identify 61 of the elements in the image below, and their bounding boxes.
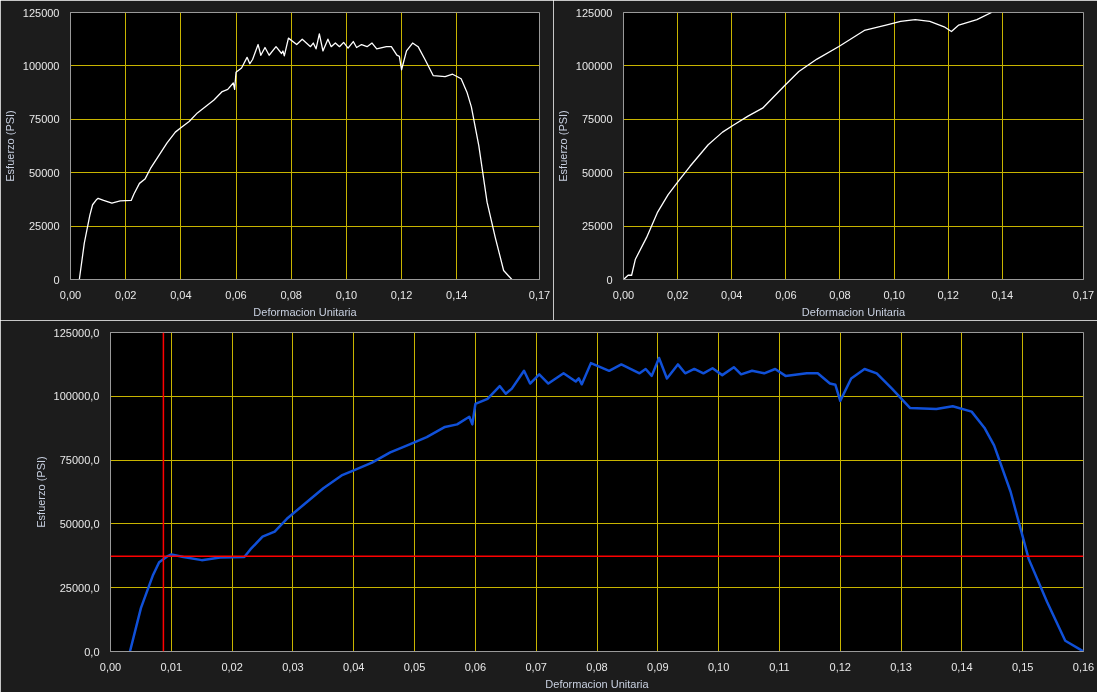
x-tick-label: 0,14 [446, 288, 468, 301]
y-tick-label: 100000 [22, 59, 60, 72]
x-tick-label: 0,10 [883, 288, 905, 301]
x-tick-label: 0,00 [99, 660, 122, 673]
x-tick-label: 0,03 [282, 660, 304, 673]
y-tick-label: 125000 [575, 6, 613, 19]
y-axis-title: Esfuerzo (PSI) [34, 456, 47, 528]
x-tick-label: 0,10 [335, 288, 358, 301]
y-tick-label: 75000 [28, 113, 60, 126]
x-tick-label: 0,07 [525, 660, 547, 673]
x-axis-title: Deformacion Unitaria [801, 305, 907, 318]
x-tick-label: 0,12 [937, 288, 959, 301]
x-tick-label: 0,14 [991, 288, 1014, 301]
y-tick-label: 75000 [581, 113, 613, 126]
y-tick-label: 25000,0 [59, 581, 100, 594]
x-tick-label: 0,11 [769, 660, 790, 673]
x-tick-label: 0,06 [464, 660, 487, 673]
x-tick-label: 0,12 [390, 288, 413, 301]
x-tick-label: 0,17 [1072, 288, 1095, 301]
y-tick-label: 50000,0 [59, 517, 100, 530]
x-tick-label: 0,02 [666, 288, 689, 301]
y-tick-label: 125000,0 [53, 326, 100, 339]
x-tick-label: 0,09 [647, 660, 669, 673]
y-tick-label: 25000 [28, 220, 60, 233]
x-tick-label: 0,02 [114, 288, 137, 301]
x-tick-label: 0,12 [829, 660, 851, 673]
x-tick-label: 0,10 [707, 660, 730, 673]
y-tick-label: 0,0 [84, 645, 100, 658]
x-tick-label: 0,00 [612, 288, 635, 301]
x-tick-label: 0,15 [1011, 660, 1034, 673]
y-axis-title: Esfuerzo (PSI) [556, 110, 569, 182]
x-tick-label: 0,08 [280, 288, 302, 301]
x-axis-title: Deformacion Unitaria [253, 305, 358, 318]
x-tick-label: 0,04 [170, 288, 192, 301]
y-axis-title: Esfuerzo (PSI) [3, 110, 16, 182]
x-tick-label: 0,02 [221, 660, 243, 673]
x-tick-label: 0,01 [160, 660, 183, 673]
x-tick-label: 0,05 [403, 660, 426, 673]
y-tick-label: 100000 [575, 59, 613, 72]
y-tick-label: 50000 [28, 166, 60, 179]
y-tick-label: 75000,0 [59, 454, 100, 467]
line-series [78, 33, 513, 280]
x-tick-label: 0,14 [951, 660, 973, 673]
y-tick-label: 125000 [22, 6, 60, 19]
y-tick-label: 50000 [581, 166, 613, 179]
x-tick-label: 0,06 [225, 288, 247, 301]
x-tick-label: 0,16 [1072, 660, 1095, 673]
x-tick-label: 0,04 [343, 660, 365, 673]
x-tick-label: 0,08 [829, 288, 851, 301]
x-tick-label: 0,06 [775, 288, 797, 301]
x-tick-label: 0,08 [586, 660, 608, 673]
line-series [128, 356, 1084, 652]
x-tick-label: 0,04 [721, 288, 743, 301]
x-tick-label: 0,00 [59, 288, 82, 301]
x-axis-title: Deformacion Unitaria [545, 677, 650, 690]
y-tick-label: 25000 [581, 220, 613, 233]
y-tick-label: 0 [606, 273, 613, 286]
x-tick-label: 0,17 [528, 288, 551, 301]
x-tick-label: 0,13 [890, 660, 912, 673]
y-tick-label: 100000,0 [53, 390, 100, 403]
y-tick-label: 0 [53, 273, 60, 286]
